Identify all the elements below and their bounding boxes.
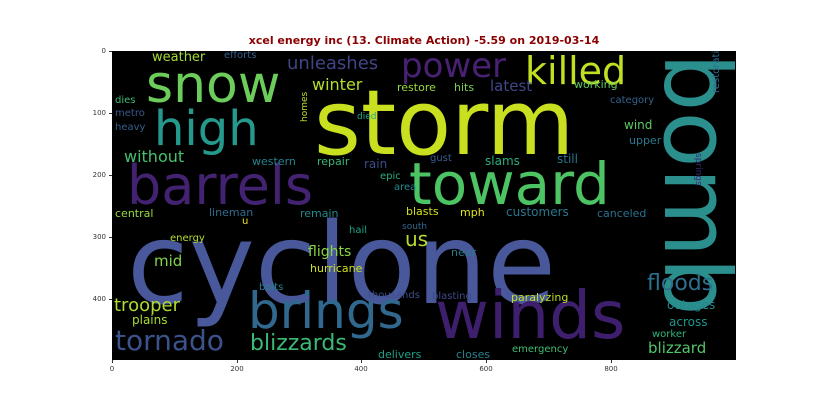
word-restoration: restoration [711, 51, 722, 93]
x-tick-mark [611, 360, 612, 363]
word-canceled: canceled [597, 207, 647, 220]
word-still: still [557, 152, 578, 166]
word-mid: mid [154, 252, 183, 270]
x-tick-label: 400 [354, 365, 368, 373]
word-dies: dies [115, 95, 136, 106]
word-barrels: barrels [127, 154, 313, 217]
word-epic: epic [380, 171, 401, 182]
word-snow: snow [146, 55, 281, 115]
y-tick-mark [109, 175, 112, 176]
word-cloud: cyclone storm bomb winds toward barrels … [112, 51, 736, 360]
word-gust: gust [430, 153, 452, 164]
x-tick-mark [486, 360, 487, 363]
word-died: died [357, 112, 377, 122]
word-high: high [154, 101, 259, 157]
word-killed: killed [525, 51, 627, 93]
word-across: across [669, 315, 708, 329]
word-working: working [574, 78, 618, 91]
word-u: u [242, 216, 249, 227]
word-thousands: thousands [368, 290, 420, 301]
x-tick-mark [361, 360, 362, 363]
word-bolts: bolts [259, 282, 284, 293]
word-flights: flights [308, 244, 352, 260]
word-upper: upper [629, 134, 662, 147]
word-without: without [124, 147, 185, 166]
word-blasting: blasting [432, 291, 472, 302]
chart-title: xcel energy inc (13. Climate Action) -5.… [248, 34, 600, 47]
word-customers: customers [506, 205, 569, 219]
word-storm: storm [314, 71, 575, 176]
word-blizzard: blizzard [648, 339, 707, 357]
word-mph: mph [460, 206, 485, 219]
word-unleashes: unleashes [287, 53, 379, 74]
word-blizzards: blizzards [250, 331, 347, 356]
x-tick-label: 800 [604, 365, 618, 373]
y-tick-mark [109, 237, 112, 238]
x-tick-mark [237, 360, 238, 363]
y-tick-mark [109, 51, 112, 52]
word-toward: toward [409, 150, 610, 218]
word-repair: repair [317, 155, 350, 168]
word-floods: floods [647, 271, 714, 296]
word-power: power [401, 51, 507, 86]
word-plains: plains [132, 313, 168, 327]
word-western: western [252, 155, 296, 168]
word-latest: latest [490, 77, 533, 95]
y-tick-label: 200 [92, 171, 106, 179]
x-tick-label: 600 [479, 365, 493, 373]
word-cyclone: cyclone [127, 200, 556, 330]
word-winter: winter [312, 75, 363, 94]
word-slams: slams [485, 154, 520, 168]
word-efforts: efforts [224, 51, 257, 61]
word-winds: winds [435, 277, 626, 354]
word-paralyzing: paralyzing [511, 291, 569, 304]
word-hail: hail [349, 225, 368, 236]
word-near: near [451, 246, 477, 259]
word-central: central [115, 207, 154, 220]
y-tick-label: 100 [92, 109, 106, 117]
word-homes: homes [300, 91, 310, 122]
word-rain: rain [364, 157, 388, 171]
word-emergency: emergency [512, 344, 569, 355]
word-south: south [402, 222, 428, 232]
word-metro: metro [115, 108, 145, 119]
x-tick-mark [112, 360, 113, 363]
word-springs: springs [693, 153, 703, 186]
word-brings: brings [248, 282, 404, 340]
word-area: area [394, 182, 417, 193]
word-tornado: tornado [115, 324, 224, 357]
word-energy: energy [170, 233, 205, 244]
y-tick-label: 0 [101, 47, 106, 55]
x-tick-label: 0 [109, 365, 115, 373]
word-hits: hits [454, 81, 475, 94]
word-weather: weather [152, 51, 206, 65]
word-hurricane: hurricane [310, 262, 363, 275]
word-lineman: lineman [209, 206, 254, 219]
word-remain: remain [300, 207, 339, 220]
y-tick-mark [109, 113, 112, 114]
x-tick-label: 200 [230, 365, 244, 373]
word-restore: restore [397, 81, 436, 94]
word-blasts: blasts [406, 205, 439, 218]
word-outages: outages [667, 298, 716, 312]
word-heavy: heavy [115, 122, 146, 133]
word-us: us [405, 227, 429, 251]
word-trooper: trooper [114, 295, 180, 316]
y-tick-label: 300 [92, 233, 106, 241]
word-delivers: delivers [378, 348, 422, 360]
y-tick-mark [109, 299, 112, 300]
word-closes: closes [456, 348, 491, 360]
y-tick-label: 400 [92, 295, 106, 303]
word-wind: wind [624, 118, 653, 132]
word-category: category [610, 95, 655, 106]
word-worker: worker [652, 329, 687, 340]
